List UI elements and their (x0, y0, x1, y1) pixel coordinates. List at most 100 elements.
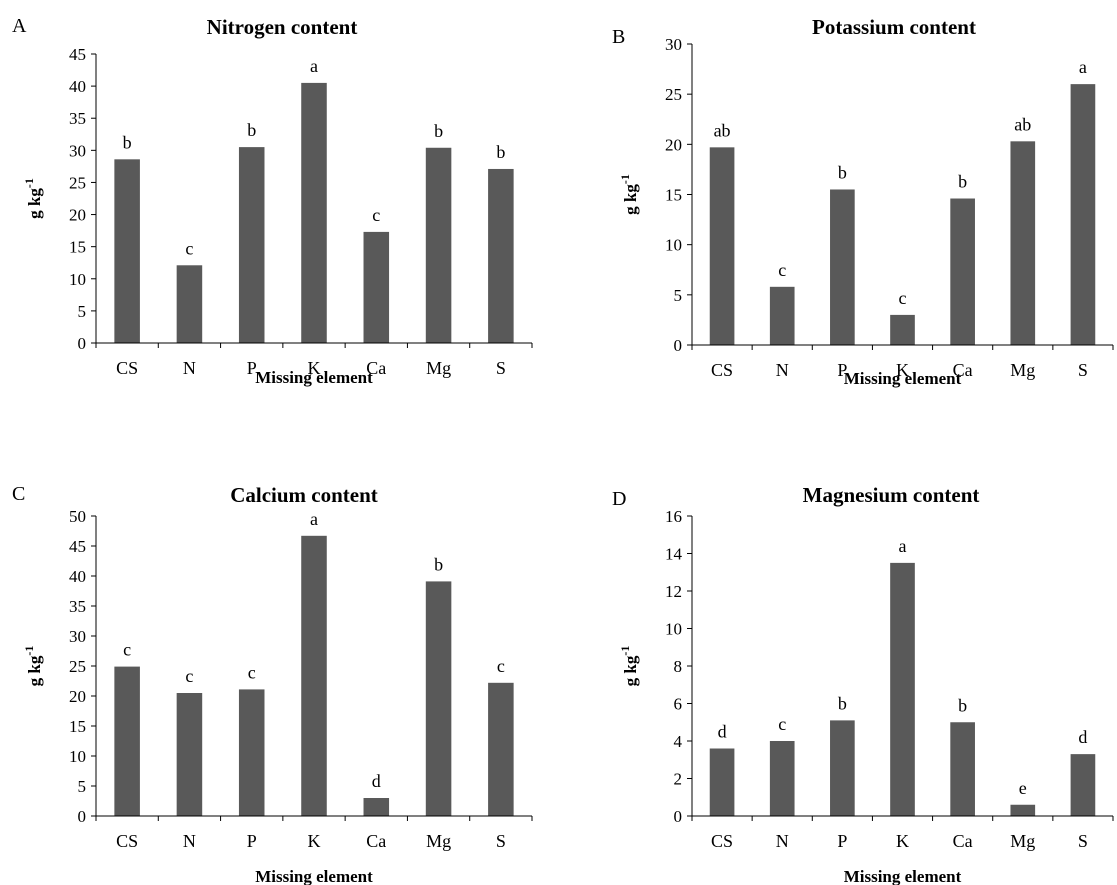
chart-a-y-tick-label: 25 (69, 173, 86, 192)
chart-d-y-tick-label: 0 (674, 807, 683, 826)
chart-a-y-tick-label: 40 (69, 77, 86, 96)
chart-a-bar-n (176, 265, 203, 343)
chart-c-x-axis-title: Missing element (255, 867, 373, 885)
chart-d-y-axis-title: g kg-1 (618, 646, 640, 687)
chart-d-y-tick-label: 10 (665, 620, 682, 639)
chart-b-y-tick-label: 0 (674, 336, 683, 355)
chart-b-data-label: ab (1014, 114, 1031, 134)
chart-d-bar-p (830, 720, 855, 817)
chart-d-data-label: b (838, 693, 847, 713)
chart-c-category-label: K (308, 831, 321, 851)
chart-b-category-label: CS (711, 360, 733, 380)
chart-d-category-label: N (776, 831, 789, 851)
chart-c-category-label: S (496, 831, 506, 851)
chart-d-y-tick-label: 8 (674, 657, 683, 676)
chart-b-bar-n (769, 286, 795, 345)
chart-d-y-tick-label: 6 (674, 695, 683, 714)
chart-c-title: Calcium content (230, 483, 378, 507)
chart-d-data-label: b (958, 695, 967, 715)
chart-d-data-label: d (1078, 727, 1087, 747)
chart-c-bar-p (238, 689, 265, 816)
chart-c-bar-mg (425, 581, 452, 816)
chart-a-y-tick-label: 35 (69, 109, 86, 128)
chart-c: C Calcium content c CS c Nc Pa Kd Ca b Mg c S 0 5 10 15 2… (12, 483, 533, 885)
chart-b-data-label: c (899, 288, 907, 308)
chart-a-y-tick-label: 10 (69, 270, 86, 289)
chart-d-data-label: d (718, 722, 727, 742)
chart-b-y-tick-label: 25 (665, 85, 682, 104)
chart-c-y-tick-label: 45 (69, 537, 86, 556)
chart-d-y-tick-label: 12 (665, 582, 682, 601)
chart-b-y-tick-label: 10 (665, 236, 682, 255)
chart-b-category-label: P (837, 360, 847, 380)
chart-a-title: Nitrogen content (207, 15, 358, 39)
chart-a-bar-ca (363, 231, 390, 343)
chart-c-category-label: Mg (426, 831, 451, 851)
chart-c-category-label: CS (116, 831, 138, 851)
chart-d-y-tick-label: 14 (665, 545, 683, 564)
chart-b-y-tick-label: 30 (665, 35, 682, 54)
chart-c-category-label: P (247, 831, 257, 851)
chart-a-category-label: K (308, 358, 321, 378)
chart-c-y-tick-label: 25 (69, 657, 86, 676)
chart-c-y-tick-label: 20 (69, 687, 86, 706)
chart-a-bar-k (301, 82, 327, 344)
chart-a-data-label: b (123, 132, 132, 152)
chart-a-y-tick-label: 20 (69, 206, 86, 225)
chart-b-y-tick-label: 5 (674, 286, 683, 305)
chart-b-x-axis-title: Missing element (844, 369, 962, 388)
chart-b-y-tick-label: 15 (665, 186, 682, 205)
chart-a-y-tick-label: 15 (69, 238, 86, 257)
chart-d-category-label: Mg (1010, 831, 1035, 851)
chart-c-data-label: d (372, 771, 381, 791)
chart-d-x-axis-title: Missing element (844, 867, 962, 885)
chart-c-y-tick-label: 30 (69, 627, 86, 646)
chart-b-data-label: ab (714, 120, 731, 140)
chart-c-data-label: a (310, 509, 318, 529)
chart-d-bar-cs (709, 748, 735, 816)
chart-c-y-tick-label: 50 (69, 507, 86, 526)
chart-b-y-tick-label: 20 (665, 135, 682, 154)
chart-d-category-label: Ca (953, 831, 973, 851)
chart-d-category-label: P (837, 831, 847, 851)
chart-d-bar-n (769, 741, 795, 816)
chart-d-y-tick-label: 2 (674, 770, 683, 789)
chart-c-y-tick-label: 40 (69, 567, 86, 586)
chart-d-category-label: S (1078, 831, 1088, 851)
chart-a-bar-mg (425, 147, 452, 343)
chart-a-category-label: P (247, 358, 257, 378)
chart-c-category-label: N (183, 831, 196, 851)
chart-d-bar-mg (1010, 804, 1036, 816)
chart-d-data-label: a (899, 536, 907, 556)
chart-b-title: Potassium content (812, 15, 976, 39)
chart-c-bar-k (301, 535, 327, 816)
chart-a-data-label: c (372, 205, 380, 225)
chart-a-data-label: b (247, 120, 256, 140)
chart-d: D Magnesium content d CS c Nb Pa Kb Ca e Mg d S 0 2 4 6 8… (612, 483, 1114, 885)
chart-b-category-label: Ca (953, 360, 973, 380)
chart-b-bar-s (1070, 84, 1096, 345)
chart-c-data-label: c (497, 656, 505, 676)
chart-a-y-tick-label: 45 (69, 45, 86, 64)
chart-d-data-label: e (1019, 778, 1027, 798)
chart-c-y-tick-label: 35 (69, 597, 86, 616)
chart-b-bar-ca (950, 198, 975, 345)
chart-a-category-label: CS (116, 358, 138, 378)
chart-b-category-label: S (1078, 360, 1088, 380)
chart-c-bar-cs (114, 666, 140, 816)
chart-b-y-axis-title: g kg-1 (618, 174, 640, 215)
chart-d-category-label: K (896, 831, 909, 851)
chart-c-data-label: b (434, 554, 443, 574)
chart-b-category-label: K (896, 360, 909, 380)
chart-c-y-tick-label: 10 (69, 747, 86, 766)
chart-b-bar-p (830, 189, 855, 345)
chart-c-bar-n (176, 693, 203, 816)
chart-c-y-tick-label: 0 (78, 807, 87, 826)
chart-d-category-label: CS (711, 831, 733, 851)
chart-b-data-label: b (838, 162, 847, 182)
chart-a-y-tick-label: 5 (78, 302, 87, 321)
chart-a-y-axis-title: g kg-1 (22, 178, 44, 219)
chart-b-bar-cs (709, 147, 735, 345)
chart-b-data-label: c (778, 260, 786, 280)
